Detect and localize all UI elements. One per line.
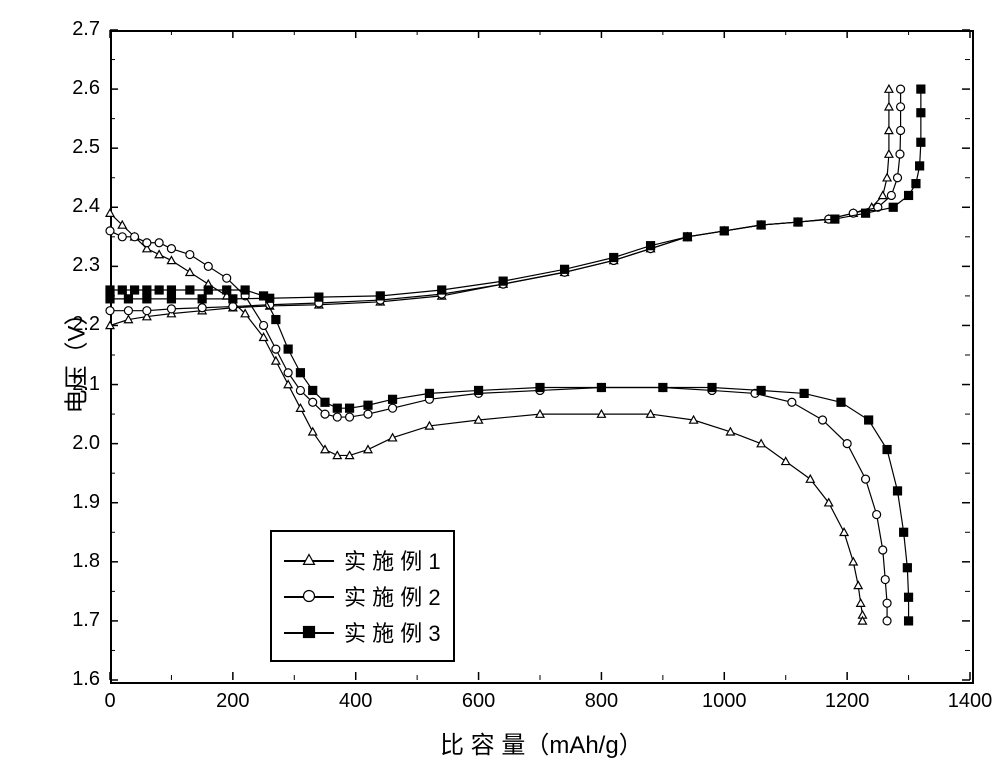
series-ex3_charge xyxy=(110,89,921,299)
legend-label: 实 施 例 1 xyxy=(344,544,441,576)
y-tick-label: 2.3 xyxy=(60,254,100,277)
x-tick-label: 200 xyxy=(203,690,263,713)
series-ex1_discharge xyxy=(110,213,863,621)
y-tick-label: 2.4 xyxy=(60,195,100,218)
chart-container: 电压（V） 比 容 量（mAh/g） 实 施 例 1实 施 例 2实 施 例 3… xyxy=(0,0,1000,777)
y-tick-label: 1.9 xyxy=(60,491,100,514)
y-tick-label: 2.0 xyxy=(60,432,100,455)
x-tick-label: 1000 xyxy=(694,690,754,713)
series-ex3_discharge xyxy=(110,290,909,621)
y-tick-label: 1.8 xyxy=(60,550,100,573)
y-tick-label: 1.7 xyxy=(60,609,100,632)
legend-item: 实 施 例 2 xyxy=(284,580,441,612)
legend-label: 实 施 例 2 xyxy=(344,580,441,612)
y-tick-label: 2.6 xyxy=(60,77,100,100)
x-axis-label: 比 容 量（mAh/g） xyxy=(440,725,643,760)
legend-label: 实 施 例 3 xyxy=(344,616,441,648)
x-tick-label: 1400 xyxy=(940,690,1000,713)
y-tick-label: 2.5 xyxy=(60,136,100,159)
x-tick-label: 400 xyxy=(326,690,386,713)
x-tick-label: 800 xyxy=(571,690,631,713)
x-tick-label: 600 xyxy=(449,690,509,713)
y-tick-label: 2.2 xyxy=(60,313,100,336)
y-tick-label: 2.7 xyxy=(60,18,100,41)
y-tick-label: 2.1 xyxy=(60,373,100,396)
x-tick-label: 1200 xyxy=(817,690,877,713)
legend-item: 实 施 例 3 xyxy=(284,616,441,648)
legend: 实 施 例 1 实 施 例 2 实 施 例 3 xyxy=(270,530,455,662)
legend-item: 实 施 例 1 xyxy=(284,544,441,576)
x-tick-label: 0 xyxy=(80,690,140,713)
plot-svg xyxy=(0,0,1000,777)
y-tick-label: 1.6 xyxy=(60,668,100,691)
